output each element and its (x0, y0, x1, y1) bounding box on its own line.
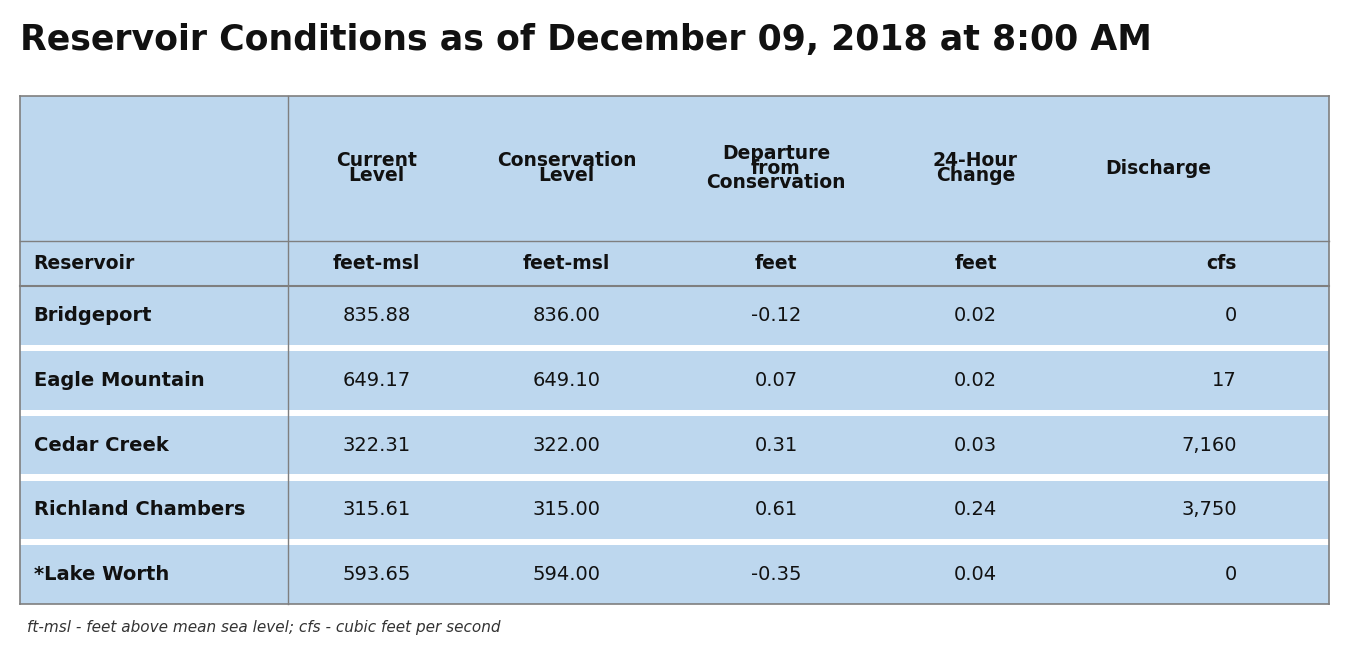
Text: 17: 17 (1211, 371, 1237, 390)
Bar (20, 545, 1329, 604)
Text: feet-msl: feet-msl (523, 254, 610, 273)
Text: 322.00: 322.00 (533, 436, 600, 455)
Text: Richland Chambers: Richland Chambers (34, 500, 246, 519)
Text: Level: Level (348, 166, 405, 185)
Text: 322.31: 322.31 (343, 436, 411, 455)
Text: -0.12: -0.12 (751, 306, 801, 325)
Text: feet: feet (754, 254, 797, 273)
Text: 0.61: 0.61 (754, 500, 797, 519)
Text: 315.61: 315.61 (343, 500, 411, 519)
Text: *Lake Worth: *Lake Worth (34, 565, 169, 584)
Bar (20, 351, 1329, 410)
Text: Bridgeport: Bridgeport (34, 306, 152, 325)
Text: Discharge: Discharge (1106, 158, 1211, 178)
Text: Cedar Creek: Cedar Creek (34, 436, 169, 455)
Text: Change: Change (936, 166, 1016, 185)
Text: Reservoir Conditions as of December 09, 2018 at 8:00 AM: Reservoir Conditions as of December 09, … (20, 23, 1152, 57)
Text: 836.00: 836.00 (533, 306, 600, 325)
Bar (20, 96, 1329, 240)
Bar (20, 286, 1329, 345)
Text: ft-msl - feet above mean sea level; cfs - cubic feet per second: ft-msl - feet above mean sea level; cfs … (27, 620, 500, 636)
Text: cfs: cfs (1206, 254, 1237, 273)
Text: 0.02: 0.02 (954, 306, 997, 325)
Text: 0: 0 (1225, 306, 1237, 325)
Text: 0: 0 (1225, 565, 1237, 584)
Text: Conservation: Conservation (496, 151, 637, 170)
Text: -0.35: -0.35 (750, 565, 801, 584)
Text: Reservoir: Reservoir (34, 254, 135, 273)
Text: 649.10: 649.10 (533, 371, 600, 390)
Text: 315.00: 315.00 (533, 500, 600, 519)
Bar (20, 410, 1329, 416)
Text: feet: feet (954, 254, 997, 273)
Text: 3,750: 3,750 (1182, 500, 1237, 519)
Bar (20, 240, 1329, 286)
Text: 0.24: 0.24 (954, 500, 997, 519)
Text: Level: Level (538, 166, 595, 185)
Text: 0.04: 0.04 (954, 565, 997, 584)
Text: feet-msl: feet-msl (333, 254, 421, 273)
Text: 593.65: 593.65 (343, 565, 411, 584)
Text: Eagle Mountain: Eagle Mountain (34, 371, 204, 390)
Bar (20, 539, 1329, 545)
Text: 7,160: 7,160 (1182, 436, 1237, 455)
Text: 0.31: 0.31 (754, 436, 797, 455)
Text: 649.17: 649.17 (343, 371, 411, 390)
Bar (20, 345, 1329, 351)
Text: 0.03: 0.03 (954, 436, 997, 455)
Text: 24-Hour: 24-Hour (934, 151, 1018, 170)
Text: from: from (751, 158, 801, 178)
Text: 0.07: 0.07 (754, 371, 797, 390)
Text: 835.88: 835.88 (343, 306, 411, 325)
Text: 0.02: 0.02 (954, 371, 997, 390)
Bar (20, 480, 1329, 539)
Text: Conservation: Conservation (706, 173, 846, 192)
Text: Current: Current (336, 151, 417, 170)
Text: 594.00: 594.00 (533, 565, 600, 584)
Text: Departure: Departure (722, 144, 830, 163)
Bar (20, 475, 1329, 480)
Bar (20, 416, 1329, 475)
